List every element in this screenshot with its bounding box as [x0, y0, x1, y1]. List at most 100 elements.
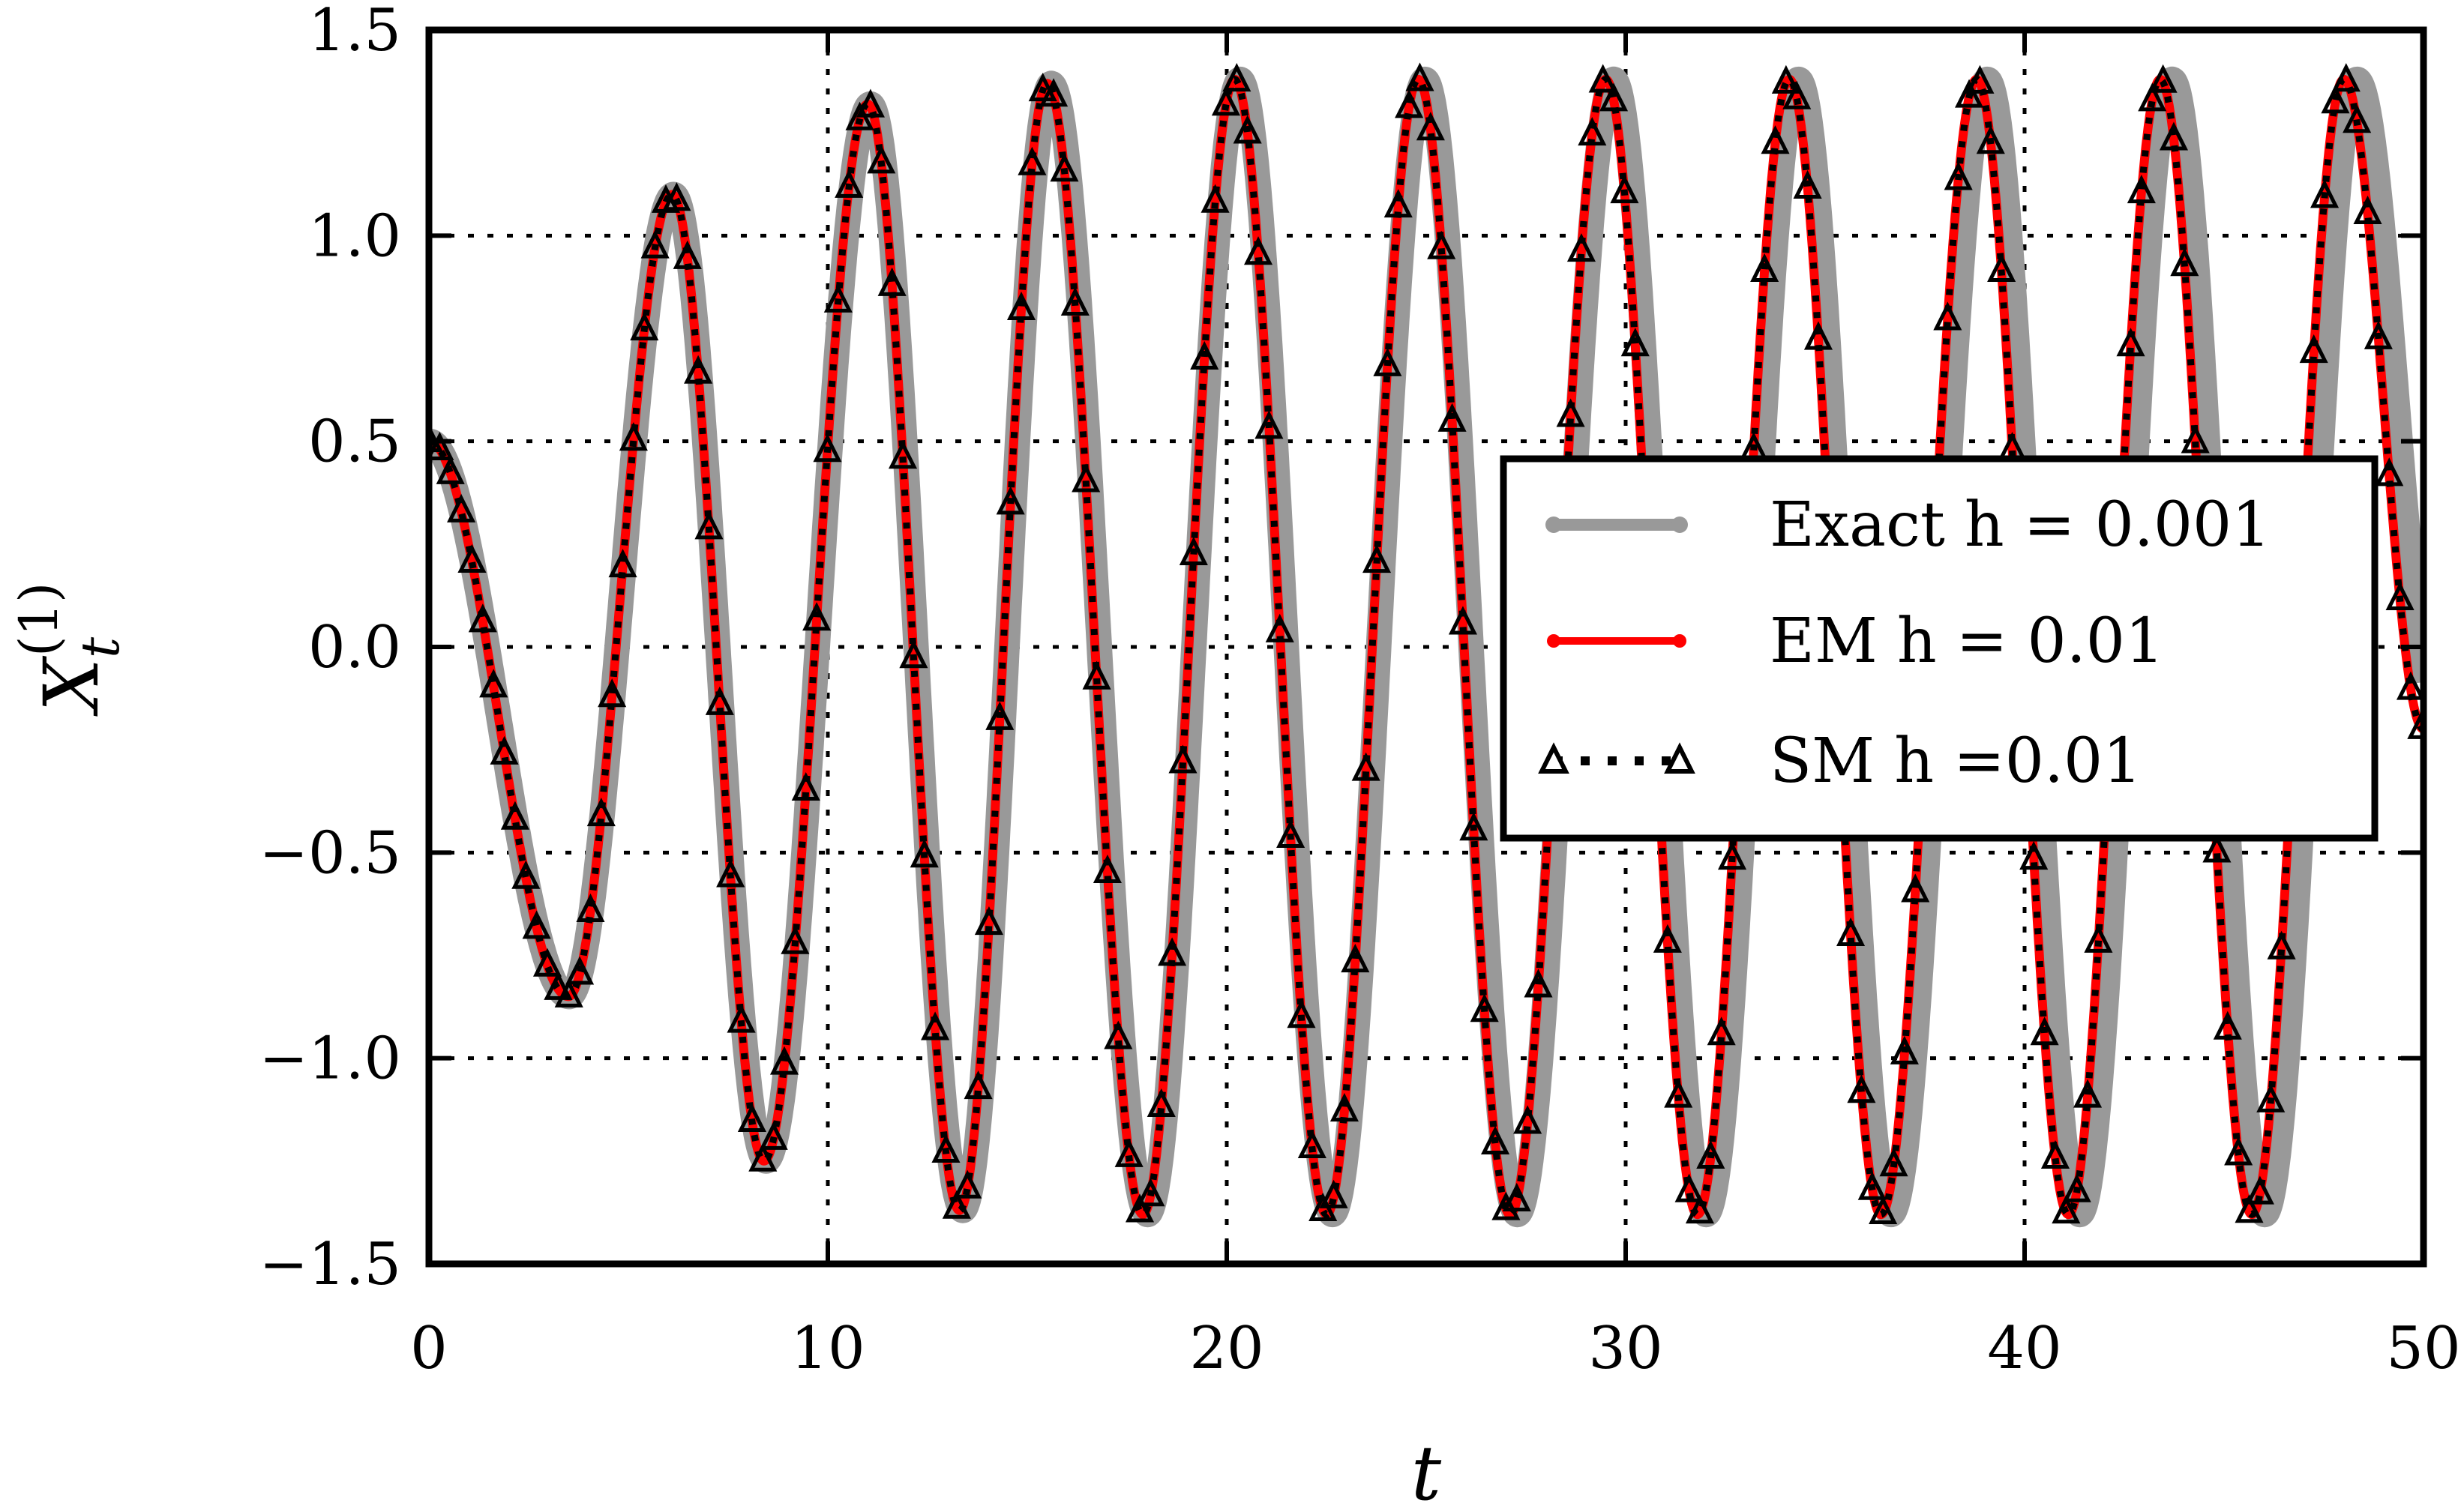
sm-marker	[737, 1103, 766, 1132]
sm-marker	[705, 686, 734, 715]
sm-marker	[877, 267, 907, 296]
sm-marker	[1480, 1125, 1510, 1155]
sm-marker	[1179, 536, 1208, 565]
sm-marker	[1566, 233, 1596, 262]
sm-marker	[1588, 64, 1617, 93]
sm-marker	[1168, 744, 1198, 774]
sm-marker	[1222, 63, 1251, 92]
sm-marker	[1578, 117, 1607, 146]
sm-marker	[2375, 457, 2404, 487]
sm-marker	[856, 88, 885, 118]
sm-marker	[598, 678, 627, 708]
sm-marker	[565, 956, 595, 985]
sm-marker	[1341, 943, 1370, 973]
sm-marker	[1836, 917, 1866, 947]
sm-marker	[1093, 854, 1122, 884]
sm-marker	[1987, 253, 2016, 283]
sm-marker	[1362, 544, 1392, 573]
sm-marker	[2224, 1136, 2253, 1166]
sm-marker	[2385, 581, 2415, 611]
sm-marker	[2148, 64, 2178, 93]
sm-marker	[1803, 321, 1833, 350]
sm-marker	[2040, 1139, 2070, 1169]
legend-entry-em: EM h = 0.01	[1547, 606, 2164, 677]
sm-marker	[1620, 328, 1650, 357]
sm-marker	[823, 283, 853, 313]
sm-marker	[1395, 89, 1424, 118]
sm-marker	[2245, 1175, 2274, 1205]
sm-marker	[1125, 1193, 1155, 1223]
sm-marker	[2256, 1083, 2286, 1112]
sm-marker	[1459, 812, 1488, 841]
sm-marker	[2331, 63, 2361, 92]
x-tick-label: 0	[410, 1315, 448, 1382]
sm-marker	[2181, 424, 2210, 454]
sm-marker	[1599, 82, 1629, 112]
legend-marker-em-end	[1673, 634, 1686, 648]
sm-marker	[781, 925, 810, 954]
sm-marker	[522, 910, 551, 939]
legend-marker-sm-end	[1664, 742, 1695, 774]
y-label-subscript: t	[70, 636, 131, 658]
sm-marker	[1696, 1139, 1725, 1169]
x-tick-label: 50	[2386, 1315, 2460, 1382]
sm-marker	[1955, 79, 1984, 108]
sm-marker	[964, 1070, 993, 1100]
sm-marker	[2310, 179, 2340, 208]
legend-label-exact: Exact h = 0.001	[1770, 490, 2271, 561]
sm-marker	[1750, 253, 1779, 283]
legend-label-sm: SM h =0.01	[1770, 726, 2142, 797]
x-tick-label: 40	[1987, 1315, 2061, 1382]
sm-marker	[867, 145, 896, 174]
sm-marker	[2364, 320, 2393, 349]
tick-marks	[427, 28, 2426, 1266]
sm-marker	[748, 1142, 778, 1172]
sm-marker	[2396, 671, 2424, 700]
sm-marker	[1265, 613, 1294, 642]
sm-marker	[1104, 1020, 1133, 1049]
y-tick-label: −1.5	[259, 1231, 401, 1298]
sm-marker	[931, 1133, 961, 1163]
sm-marker	[1254, 410, 1284, 439]
sm-marker	[1674, 1173, 1704, 1202]
sm-marker	[2353, 195, 2382, 225]
sm-marker	[813, 433, 842, 463]
sm-marker	[1136, 1178, 1165, 1207]
sm-marker	[2127, 174, 2156, 204]
sm-marker	[1717, 840, 1747, 870]
sm-marker	[1664, 1079, 1693, 1108]
sm-marker	[1383, 189, 1413, 218]
legend-marker-exact-start	[1545, 516, 1562, 533]
sm-marker	[1944, 161, 1973, 190]
sm-marker	[1761, 125, 1790, 154]
sm-marker	[554, 978, 583, 1008]
sm-marker	[1028, 72, 1057, 102]
sm-marker	[1857, 1171, 1887, 1200]
sm-marker	[1976, 125, 2005, 154]
sm-marker	[1437, 403, 1467, 432]
sm-marker	[1416, 112, 1445, 141]
sm-marker	[429, 431, 454, 460]
sm-marker	[1653, 924, 1682, 953]
legend-entry-exact: Exact h = 0.001	[1545, 490, 2271, 561]
sm-marker	[1297, 1129, 1326, 1158]
sm-marker	[500, 801, 529, 830]
sm-marker	[2321, 85, 2350, 114]
sm-marker	[457, 543, 487, 573]
sm-marker	[630, 312, 659, 341]
sm-marker	[1901, 873, 1930, 903]
sm-marker	[1513, 1105, 1542, 1134]
sm-marker	[1890, 1035, 1919, 1064]
sm-marker	[544, 971, 573, 1000]
sm-marker	[2170, 247, 2199, 277]
sm-marker	[1707, 1016, 1736, 1046]
sm-marker	[2235, 1194, 2264, 1223]
sm-marker	[673, 240, 702, 269]
legend-marker-sm-start	[1538, 742, 1569, 774]
y-tick-label: −1.0	[259, 1025, 401, 1093]
sm-marker	[1965, 64, 1995, 94]
sm-marker	[802, 602, 832, 631]
sm-marker	[1276, 819, 1305, 849]
sm-marker	[1072, 463, 1101, 493]
sm-marker	[899, 639, 928, 669]
